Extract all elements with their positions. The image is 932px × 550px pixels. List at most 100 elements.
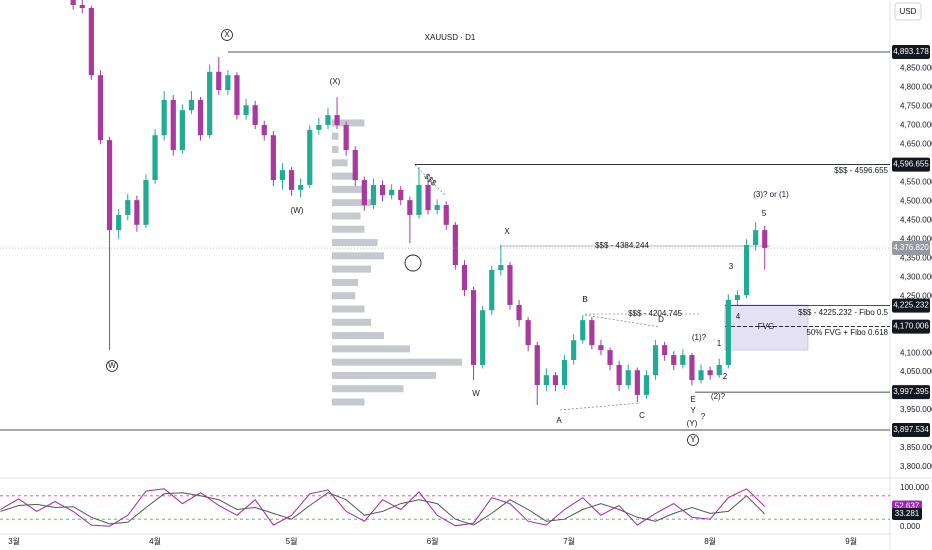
y-tick-label: 4,300.000 xyxy=(900,272,932,281)
candle-body xyxy=(361,180,367,206)
candle-body xyxy=(188,99,195,111)
annotation: E xyxy=(690,395,695,404)
y-tick-label: 4,450.000 xyxy=(900,215,932,224)
price-level-label-box xyxy=(892,44,930,59)
candle-body xyxy=(407,200,413,215)
volume-profile-bar xyxy=(332,318,371,326)
candle-body xyxy=(743,244,750,296)
volume-profile-bar xyxy=(332,265,371,273)
candle-body xyxy=(152,135,158,181)
x-tick-label: 7월 xyxy=(563,536,575,546)
candle-body xyxy=(243,105,249,116)
candle-body xyxy=(525,320,531,346)
x-tick-label: 3월 xyxy=(8,536,20,546)
wave-circle xyxy=(106,360,118,372)
oscillator-line xyxy=(0,492,766,526)
price-level-label: 4,893.178 xyxy=(893,47,929,56)
candle-body xyxy=(389,189,395,196)
candle-body xyxy=(452,224,458,266)
candle-body xyxy=(534,345,540,386)
candle-body xyxy=(643,375,650,395)
x-tick-label: 8월 xyxy=(704,536,716,546)
oscillator-line xyxy=(0,488,766,527)
candle-body xyxy=(170,99,176,151)
candle-body xyxy=(106,140,113,231)
candle-body xyxy=(79,4,85,9)
candle-body xyxy=(698,370,704,381)
candle-body xyxy=(88,8,94,76)
candle-body xyxy=(616,364,622,386)
annotation: 4 xyxy=(736,312,741,321)
candle-body xyxy=(480,310,486,365)
triangle-line xyxy=(584,314,661,328)
candle-body xyxy=(197,99,204,136)
price-level-label-box xyxy=(892,385,930,400)
price-level-label: 4,170.006 xyxy=(893,322,929,331)
y-tick-label: 4,700.000 xyxy=(900,120,932,129)
candle-body xyxy=(216,71,222,91)
candle-body xyxy=(125,200,131,215)
annotation: 1 xyxy=(717,339,722,348)
wave-circle xyxy=(687,434,699,446)
candle-body xyxy=(461,265,468,291)
oscillator-value-label: 33.281 xyxy=(895,509,920,518)
candle-body xyxy=(325,115,331,125)
candle-body xyxy=(116,214,122,231)
y-tick-label: 3,950.000 xyxy=(900,405,932,414)
y-tick-label: 3,850.000 xyxy=(900,443,932,452)
candle-body xyxy=(489,270,495,311)
volume-profile-bar xyxy=(332,278,358,286)
volume-profile-bar xyxy=(332,159,348,167)
candle-body xyxy=(507,265,513,305)
y-tick-label: 4,100.000 xyxy=(900,348,932,357)
y-tick-label: 4,250.000 xyxy=(900,291,932,300)
candle-body xyxy=(370,184,377,206)
candle-body xyxy=(734,295,741,300)
y-tick-label: 3,800.000 xyxy=(900,462,932,471)
chart-title: XAUUSD · D1 xyxy=(425,33,476,42)
candle-body xyxy=(143,180,149,225)
annotation: 5 xyxy=(762,209,767,218)
candle-body xyxy=(589,320,595,346)
annotation: W xyxy=(108,361,116,370)
candle-body xyxy=(625,370,631,386)
candle-body xyxy=(70,0,76,5)
annotation: $$$ - 4225.232 - Fibo 0.5 xyxy=(798,308,888,317)
volume-profile-bar xyxy=(332,172,358,180)
candle-body xyxy=(561,359,568,386)
x-tick-label: 4월 xyxy=(149,536,161,546)
currency-button[interactable] xyxy=(894,2,922,21)
candle-body xyxy=(234,75,240,116)
triangle-line xyxy=(559,402,641,411)
annotation: C xyxy=(639,411,645,420)
candle-body xyxy=(225,75,231,91)
annotation: 50% FVG + Fibo 0.618 xyxy=(806,328,888,337)
oscillator-value-box xyxy=(892,508,922,521)
price-level-label-box xyxy=(892,157,930,172)
candle-body xyxy=(288,170,295,190)
price-level-label: 4,225.232 xyxy=(893,301,929,310)
candle-body xyxy=(543,375,549,386)
candle-body xyxy=(671,355,677,365)
liquidity-line xyxy=(414,164,446,196)
candle-body xyxy=(516,304,522,321)
candle-body xyxy=(179,110,185,151)
y-tick-label: 4,050.000 xyxy=(900,367,932,376)
candle-body xyxy=(134,200,140,225)
candle-body xyxy=(716,364,722,376)
x-tick-label: 6월 xyxy=(427,536,439,546)
annotation: $$$ - 4384.244 xyxy=(595,241,649,250)
currency[interactable]: USD xyxy=(900,7,917,16)
annotation: ? xyxy=(701,412,706,421)
last-price-label: 4,376.820 xyxy=(893,243,929,252)
price-level-label-box xyxy=(892,319,930,334)
candle-body xyxy=(598,345,604,351)
candle-body xyxy=(580,320,586,341)
volume-profile-bar xyxy=(332,225,365,233)
candle-body xyxy=(161,99,167,136)
y-tick-label: 4,500.000 xyxy=(900,196,932,205)
candle-body xyxy=(652,345,659,376)
volume-profile-bar xyxy=(332,398,365,406)
candle-body xyxy=(270,135,276,181)
wave-circle xyxy=(221,29,233,41)
